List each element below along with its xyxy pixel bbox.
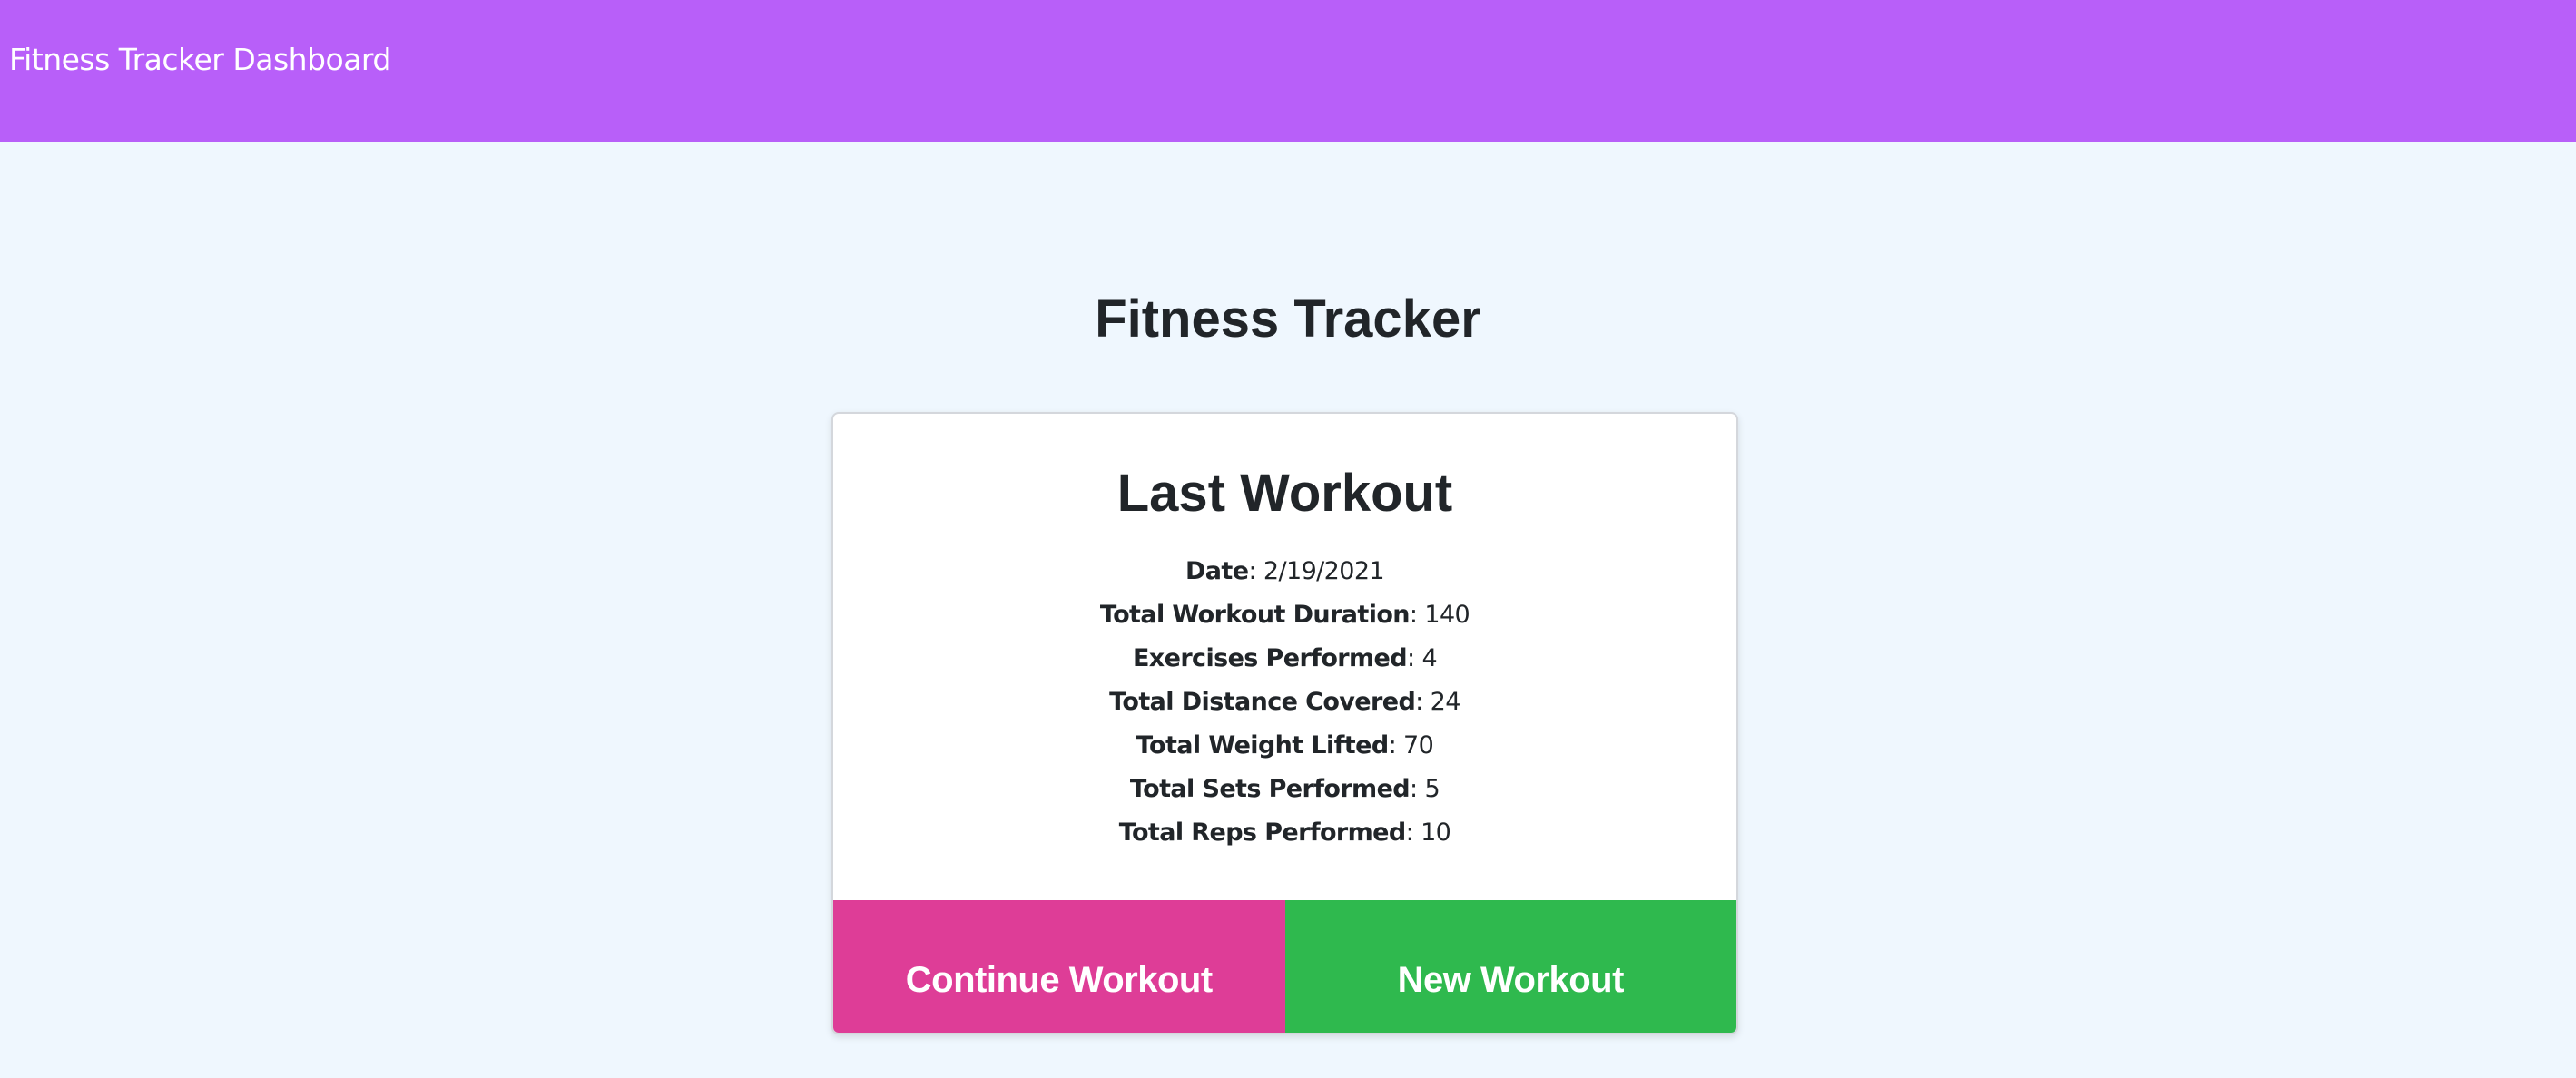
stat-label: Total Weight Lifted (1136, 731, 1389, 760)
stat-label: Exercises Performed (1132, 644, 1408, 672)
stat-value: : 2/19/2021 (1248, 557, 1384, 585)
navbar-brand[interactable]: Fitness Tracker Dashboard (9, 42, 391, 77)
stat-weight: Total Weight Lifted: 70 (833, 724, 1736, 768)
stat-reps: Total Reps Performed: 10 (833, 811, 1736, 855)
last-workout-card: Last Workout Date: 2/19/2021 Total Worko… (831, 412, 1738, 1034)
stat-value: : 5 (1410, 775, 1440, 803)
stat-value: : 10 (1405, 818, 1451, 847)
stat-label: Total Workout Duration (1099, 601, 1411, 629)
stat-date: Date: 2/19/2021 (833, 550, 1736, 593)
stat-exercises: Exercises Performed: 4 (833, 637, 1736, 681)
stat-distance: Total Distance Covered: 24 (833, 681, 1736, 724)
stat-value: : 140 (1409, 601, 1470, 629)
stat-value: : 70 (1388, 731, 1434, 760)
workout-stats: Date: 2/19/2021 Total Workout Duration: … (833, 550, 1736, 855)
stat-value: : 24 (1415, 688, 1460, 716)
stat-value: : 4 (1406, 644, 1438, 672)
continue-workout-button[interactable]: Continue Workout (833, 900, 1285, 1033)
stat-duration: Total Workout Duration: 140 (833, 593, 1736, 637)
stat-label: Date (1185, 557, 1249, 585)
stat-label: Total Sets Performed (1129, 775, 1411, 803)
new-workout-button[interactable]: New Workout (1284, 900, 1736, 1033)
stat-sets: Total Sets Performed: 5 (833, 768, 1736, 811)
stat-label: Total Reps Performed (1118, 818, 1406, 847)
page-title: Fitness Tracker (1095, 289, 1481, 348)
stat-label: Total Distance Covered (1109, 688, 1416, 716)
navbar: Fitness Tracker Dashboard (0, 0, 2576, 142)
card-title: Last Workout (1116, 464, 1453, 523)
card-actions: Continue Workout New Workout (833, 900, 1736, 1033)
